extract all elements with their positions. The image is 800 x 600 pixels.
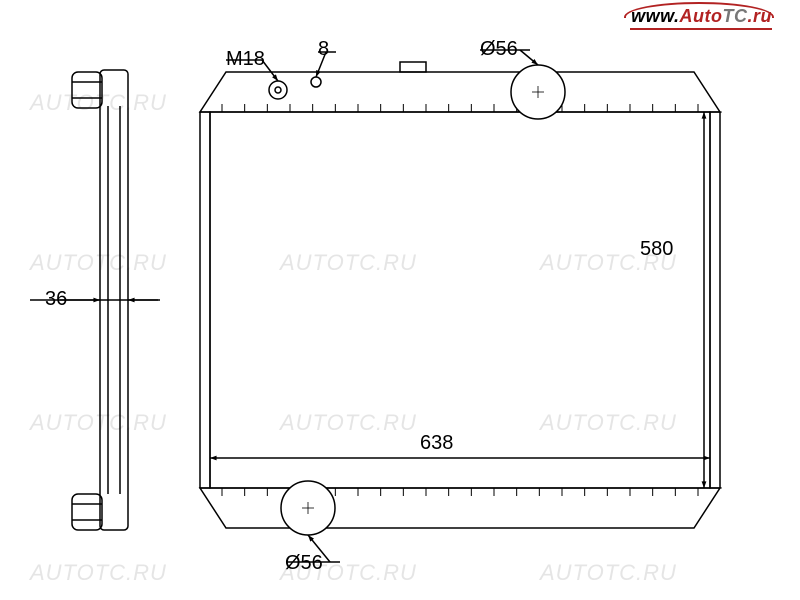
dim-diameter-bottom: Ø56 — [285, 552, 323, 575]
dim-hole8: 8 — [318, 38, 329, 61]
dim-thickness: 36 — [45, 288, 67, 311]
dim-m18: M18 — [226, 48, 265, 71]
dim-width: 638 — [420, 432, 453, 455]
technical-drawing — [0, 0, 800, 600]
dim-height: 580 — [640, 238, 673, 261]
dim-diameter-top: Ø56 — [480, 38, 518, 61]
